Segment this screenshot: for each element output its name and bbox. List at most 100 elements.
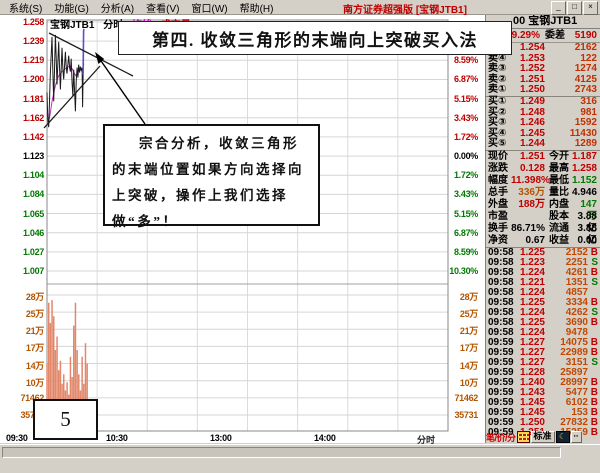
stat-label: 总手 <box>488 186 508 198</box>
stat-label: 净资 <box>488 234 508 246</box>
tick-time: 09:59 <box>488 416 514 428</box>
tick-volume: 3334 <box>565 296 588 308</box>
order-volume: 1289 <box>574 138 597 150</box>
stat-value: 188万 <box>518 198 545 210</box>
app-title: 南方证券超强版 [宝钢JTB1] <box>343 5 467 16</box>
tick-price: 1.227 <box>519 356 545 368</box>
tick-price: 1.227 <box>519 346 545 358</box>
stat-label: 内盘 <box>549 198 569 210</box>
tick-flag: B <box>590 266 598 278</box>
order-price: 1.252 <box>519 63 545 75</box>
chart-symbol-label: 宝钢JTB1 <box>50 20 95 31</box>
close-button[interactable]: × <box>583 1 598 15</box>
tick-flag: S <box>591 306 598 318</box>
order-level-label: 买① <box>488 95 507 107</box>
stat-value: 11.398% <box>510 174 550 186</box>
tick-flag: B <box>590 336 598 348</box>
tick-flag: B <box>590 376 598 388</box>
stat-value: 336万 <box>518 186 545 198</box>
lesson-title-box: 第四. 收敛三角形的末端向上突破买入法 <box>118 21 512 55</box>
bottom-toolbar: 笔/价/分 标准 ☾ ∙∙ <box>486 431 600 443</box>
stat-label: 现价 <box>488 150 508 162</box>
stat-value: 0.128 <box>519 162 545 174</box>
tick-row: 09:58 1.225 3690 B <box>486 316 600 328</box>
order-level-label: 卖③ <box>488 63 507 75</box>
ask-bid-divider <box>486 95 600 97</box>
tick-flag: B <box>590 316 598 328</box>
stat-value: 3.88亿 <box>577 210 597 234</box>
tick-row: 09:59 1.228 25897 <box>486 366 600 378</box>
tick-price: 1.227 <box>519 336 545 348</box>
status-message-area <box>2 447 561 458</box>
stat-value: 147万 <box>580 198 597 222</box>
tick-flag: B <box>590 426 598 438</box>
tick-row: 09:58 1.224 4857 <box>486 287 600 298</box>
tick-row: 09:59 1.243 5477 B <box>486 386 600 398</box>
menu-item[interactable]: 分析(A) <box>100 3 135 15</box>
menu-item[interactable]: 功能(G) <box>54 3 89 15</box>
intraday-chart-area[interactable] <box>0 15 485 443</box>
tick-volume: 9478 <box>565 326 588 338</box>
tick-time: 09:58 <box>488 326 514 338</box>
order-level-label: 卖② <box>488 73 507 85</box>
more-tools-button[interactable]: ∙∙ <box>570 431 582 443</box>
standard-view-button[interactable]: 标准 <box>530 431 555 443</box>
stat-label: 流通 <box>549 222 569 234</box>
order-volume: 316 <box>580 95 597 107</box>
stat-row: 净资 0.67 收益 0.00 <box>486 235 600 247</box>
tick-price: 1.224 <box>519 266 545 278</box>
order-level-label: 买② <box>488 106 507 118</box>
stat-label: 市盈 <box>488 210 508 222</box>
order-volume: 1274 <box>574 63 597 75</box>
minimize-button[interactable]: _ <box>551 1 566 15</box>
menu-item[interactable]: 查看(V) <box>146 3 180 15</box>
tick-flag: S <box>591 256 598 268</box>
tick-price-mode-button[interactable]: 笔/价/分 <box>486 432 516 443</box>
order-volume: 2162 <box>574 42 597 53</box>
menu-item[interactable]: 帮助(H) <box>239 3 274 15</box>
period-label[interactable]: 分时 <box>417 435 436 445</box>
tick-row: 09:59 1.227 14075 B <box>486 336 600 348</box>
chart-mode-icon[interactable] <box>516 431 530 443</box>
tick-row: 09:59 1.250 27832 B <box>486 416 600 428</box>
tick-volume: 25897 <box>560 366 588 378</box>
tick-time: 09:58 <box>488 266 514 278</box>
tick-row: 09:59 1.240 28997 B <box>486 376 600 388</box>
stat-row: 换手 86.71% 流通 3.88亿 <box>486 222 600 246</box>
tick-price: 1.225 <box>519 296 545 308</box>
stat-value: 1.251 <box>519 150 545 162</box>
menu-item[interactable]: 窗口(W) <box>191 3 228 15</box>
tick-row: 09:59 1.227 22989 B <box>486 346 600 358</box>
stat-label: 最高 <box>548 162 569 174</box>
order-book: 卖⑤1.2542162卖④1.253122卖③1.2521274卖②1.2514… <box>486 42 600 150</box>
order-price: 1.250 <box>519 84 545 96</box>
tick-time: 09:58 <box>488 306 514 318</box>
tick-volume: 4261 <box>565 266 588 278</box>
page-number: 5 <box>60 407 71 431</box>
stat-row: 市盈 股本 3.88亿 <box>486 210 600 234</box>
tick-flag: S <box>591 356 598 368</box>
night-mode-icon[interactable]: ☾ <box>555 431 570 443</box>
tick-volume: 4262 <box>565 306 588 318</box>
restore-button[interactable]: □ <box>567 1 582 15</box>
tick-time: 09:59 <box>488 396 514 408</box>
bid-row: 买① 1.249 316 <box>486 95 600 108</box>
tick-time: 09:58 <box>488 296 514 308</box>
status-bar <box>0 444 600 473</box>
analysis-note-box: 宗合分析，收敛三角形的末端位置如果方向选择向上突破，操作上我们选择做“多”！ <box>103 124 320 229</box>
tick-flag: B <box>590 386 598 398</box>
bid-row: 买② 1.248 981 <box>486 106 600 119</box>
order-price: 1.254 <box>519 42 545 53</box>
tick-flag: B <box>590 296 598 308</box>
tick-volume: 3151 <box>565 356 588 368</box>
tick-volume: 1351 <box>565 276 588 288</box>
tick-flag: B <box>590 416 598 428</box>
tick-time: 09:59 <box>488 406 514 418</box>
stat-label: 换手 <box>488 222 508 234</box>
weicha-label: 委差 <box>545 30 565 41</box>
tick-row: 09:58 1.224 4262 S <box>486 306 600 318</box>
tick-price: 1.240 <box>519 376 545 388</box>
stat-value: 0.00 <box>577 234 597 246</box>
tick-list[interactable]: 09:58 1.225 2152 B 09:58 1.223 2251 S 09:58 1.224… <box>486 247 600 438</box>
menu-item[interactable]: 系统(S) <box>9 3 43 15</box>
